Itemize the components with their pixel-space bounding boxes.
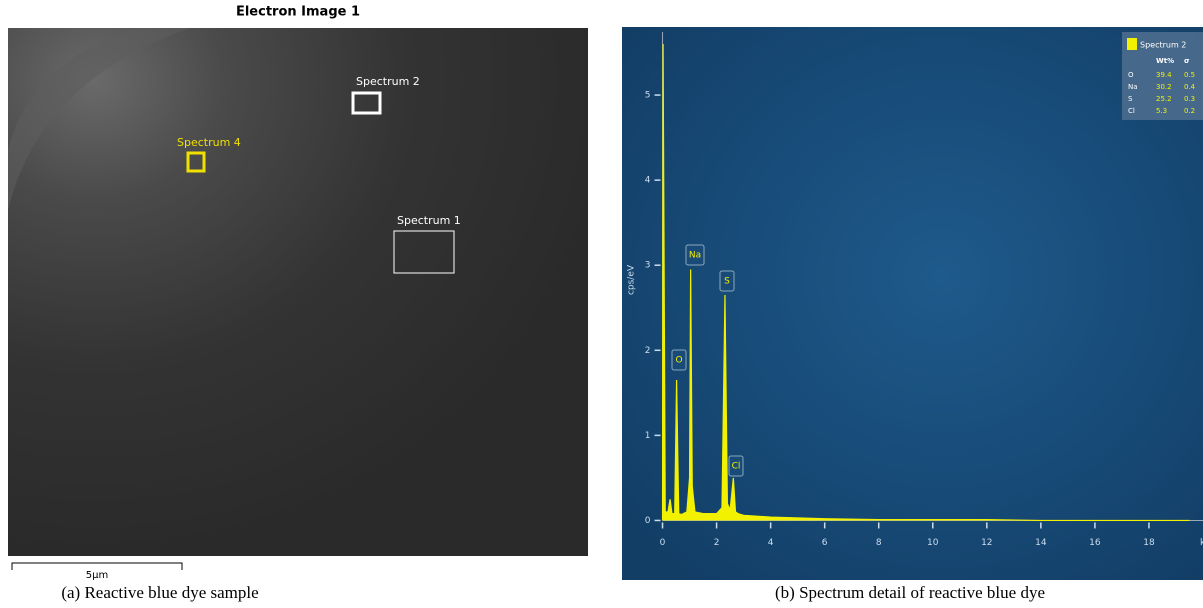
legend-cell: 0.4 bbox=[1184, 83, 1196, 91]
legend-cell: 30.2 bbox=[1156, 83, 1172, 91]
x-tick-label: 18 bbox=[1143, 538, 1155, 548]
x-tick-label: 4 bbox=[768, 538, 774, 548]
peak-label: S bbox=[724, 277, 730, 287]
legend-cell: 39.4 bbox=[1156, 71, 1172, 79]
scale-label: 5µm bbox=[86, 570, 108, 581]
region-box bbox=[186, 151, 206, 173]
y-tick-label: 0 bbox=[645, 516, 651, 526]
region-label: Spectrum 1 bbox=[397, 214, 461, 227]
spectrum bbox=[661, 44, 1190, 522]
x-tick-label: 12 bbox=[981, 538, 992, 548]
region-label: Spectrum 2 bbox=[356, 75, 420, 88]
caption: (a) Reactive blue dye sample bbox=[61, 583, 258, 602]
region-label: Spectrum 4 bbox=[177, 136, 241, 149]
legend-cell: 0.2 bbox=[1184, 107, 1195, 115]
peak-tag bbox=[719, 270, 735, 292]
electron-image bbox=[8, 28, 588, 556]
peak-label: Cl bbox=[732, 462, 741, 472]
legend-cell: Na bbox=[1128, 83, 1138, 91]
x-tick-label: 6 bbox=[822, 538, 828, 548]
x-tick-label: 10 bbox=[927, 538, 939, 548]
legend-cell: 5.3 bbox=[1156, 107, 1167, 115]
x-tick-label: 0 bbox=[660, 538, 666, 548]
y-tick-label: 3 bbox=[645, 261, 651, 271]
x-tick-label: 2 bbox=[714, 538, 720, 548]
peak-tag bbox=[728, 455, 744, 477]
y-tick-label: 1 bbox=[645, 431, 651, 441]
region-box bbox=[393, 230, 455, 274]
y-tick-label: 4 bbox=[645, 176, 651, 186]
y-axis-label: cps/eV bbox=[627, 264, 637, 295]
legend-swatch bbox=[1127, 38, 1137, 50]
legend-cell: Cl bbox=[1128, 107, 1135, 115]
surface-ridge bbox=[8, 28, 190, 210]
x-tick-label: 16 bbox=[1089, 538, 1101, 548]
legend-cell: O bbox=[1128, 71, 1134, 79]
y-tick-label: 5 bbox=[645, 91, 651, 101]
x-axis-label: k bbox=[1200, 538, 1203, 548]
legend-cell: 25.2 bbox=[1156, 95, 1172, 103]
x-tick-label: 14 bbox=[1035, 538, 1047, 548]
image-title: Electron Image 1 bbox=[236, 5, 360, 20]
peak-label: Na bbox=[689, 251, 701, 261]
peak-label: O bbox=[675, 356, 682, 366]
plot-area bbox=[622, 27, 1203, 580]
legend-title: Spectrum 2 bbox=[1140, 41, 1186, 50]
peak-tag bbox=[671, 349, 687, 371]
peak-tag bbox=[685, 244, 705, 266]
legend-cell: S bbox=[1128, 95, 1133, 103]
legend-cell: 0.3 bbox=[1184, 95, 1195, 103]
scale-bar bbox=[11, 562, 183, 570]
legend-header: σ bbox=[1184, 57, 1190, 65]
x-tick-label: 8 bbox=[876, 538, 882, 548]
region-box bbox=[351, 91, 382, 115]
caption: (b) Spectrum detail of reactive blue dye bbox=[775, 583, 1045, 602]
legend-cell: 0.5 bbox=[1184, 71, 1195, 79]
y-tick-label: 2 bbox=[645, 346, 651, 356]
legend-header: Wt% bbox=[1156, 57, 1174, 65]
